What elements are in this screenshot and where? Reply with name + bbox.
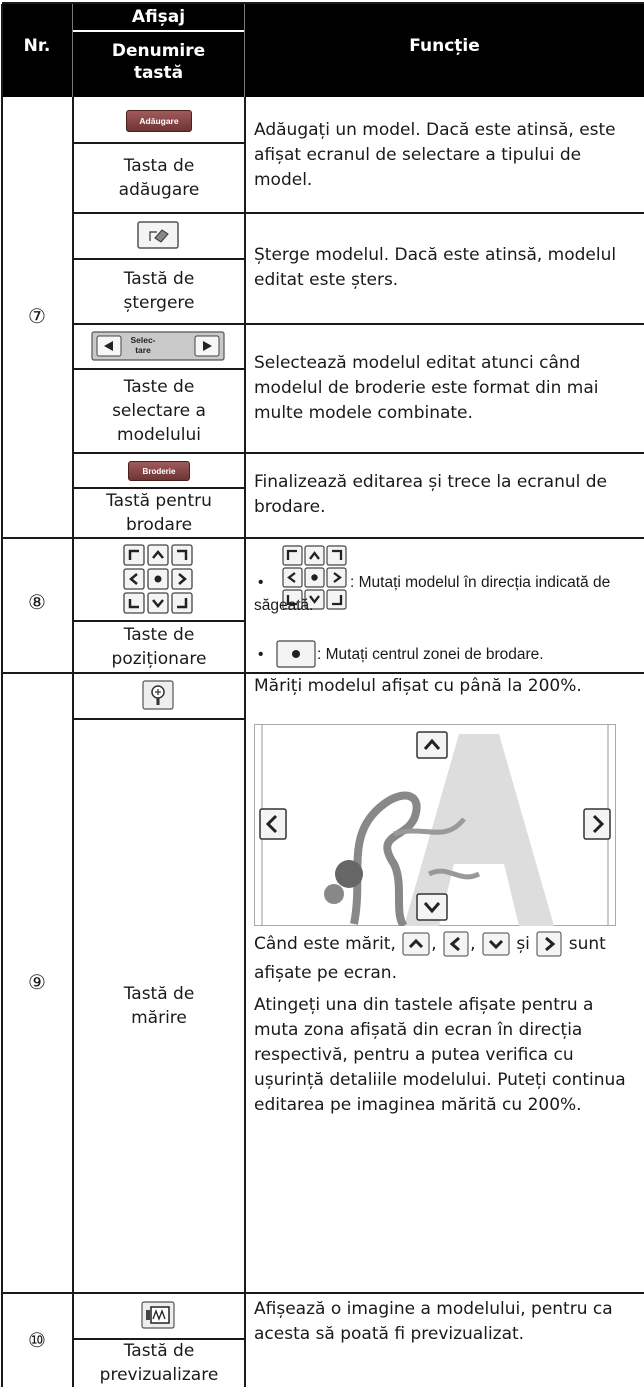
- delete-button-icon: [137, 221, 179, 249]
- zoom-button-icon: [142, 680, 174, 710]
- bullet-text: : Mutați centrul zonei de brodare.: [317, 646, 544, 663]
- border: [72, 212, 644, 214]
- function-text: Selectează modelul editat atunci când mo…: [254, 352, 599, 423]
- border: [72, 487, 244, 489]
- function-text: Atingeți una din tastele afișate pentru …: [254, 995, 626, 1115]
- header-divider: [244, 4, 245, 97]
- border: [72, 452, 644, 454]
- border: [2, 1292, 644, 1294]
- header-display: Afișaj: [131, 7, 186, 27]
- border: [72, 323, 644, 325]
- border: [1, 4, 3, 1387]
- button-label: Broderie: [142, 466, 176, 476]
- key-name: Taste de poziționare: [111, 624, 207, 669]
- border: [72, 718, 244, 720]
- border: [72, 142, 244, 144]
- header-function: Funcție: [409, 36, 480, 56]
- right-key-icon: [536, 931, 562, 957]
- border: [72, 258, 244, 260]
- header-divider: [73, 30, 244, 32]
- key-name: Tasta de adăugare: [118, 155, 200, 200]
- inline-text: și: [516, 934, 530, 954]
- group-number: ⑧: [28, 590, 46, 614]
- header-divider: [72, 4, 73, 97]
- bullet: •: [258, 646, 264, 663]
- position-keys-icon: [123, 544, 193, 614]
- zoom-preview-image: [254, 724, 616, 926]
- position-keys-icon: [282, 545, 347, 610]
- add-button-icon: Adăugare: [126, 110, 192, 132]
- border: [244, 97, 246, 1387]
- function-text: Șterge modelul. Dacă este atinsă, modelu…: [254, 245, 617, 290]
- bullet-text: : Mutați modelul în direcția indicată de…: [254, 574, 611, 614]
- preview-button-icon: [141, 1301, 175, 1329]
- border: [72, 368, 244, 370]
- bullet: •: [258, 574, 264, 591]
- inline-text: Când este mărit,: [254, 934, 396, 954]
- key-name: Taste de selectare a modelului: [112, 376, 206, 445]
- border: [2, 672, 644, 674]
- function-text: Când este mărit, , , și sunt afișate pe …: [254, 930, 640, 990]
- down-key-icon: [482, 932, 510, 956]
- header-nr: Nr.: [23, 36, 51, 56]
- group-number: ⑩: [28, 1328, 46, 1352]
- group-number: ⑦: [28, 304, 46, 328]
- function-text: Adăugați un model. Dacă este atinsă, est…: [254, 119, 616, 190]
- select-button-icon: [91, 331, 225, 361]
- border: [72, 97, 74, 1387]
- inline-text: ,: [470, 934, 476, 954]
- embroidery-button-icon: Broderie: [128, 461, 190, 481]
- left-key-icon: [443, 931, 469, 957]
- key-name: Tastă de previzualizare: [99, 1341, 219, 1385]
- header-bg: [2, 4, 644, 97]
- function-text: Finalizează editarea și trece la ecranul…: [254, 472, 608, 517]
- border: [72, 1338, 244, 1340]
- button-label: Adăugare: [139, 116, 179, 126]
- key-name: Tastă pentru brodare: [106, 490, 212, 535]
- group-number: ⑨: [28, 970, 46, 994]
- button-label: Selec- tare: [130, 335, 156, 355]
- inline-text: sunt afișate pe ecran.: [254, 934, 606, 983]
- border: [2, 537, 644, 539]
- function-text: Măriți modelul afișat cu până la 200%.: [254, 676, 582, 696]
- key-name: Tastă de ștergere: [123, 269, 195, 313]
- border: [72, 620, 244, 622]
- function-text: Afișează o imagine a modelului, pentru c…: [254, 1299, 613, 1344]
- inline-text: ,: [431, 934, 437, 954]
- up-key-icon: [402, 932, 430, 956]
- center-key-icon: [276, 640, 316, 668]
- border: [2, 2, 644, 4]
- header-key-name: Denumire tastă: [111, 41, 206, 83]
- key-name: Tastă de mărire: [123, 983, 195, 1028]
